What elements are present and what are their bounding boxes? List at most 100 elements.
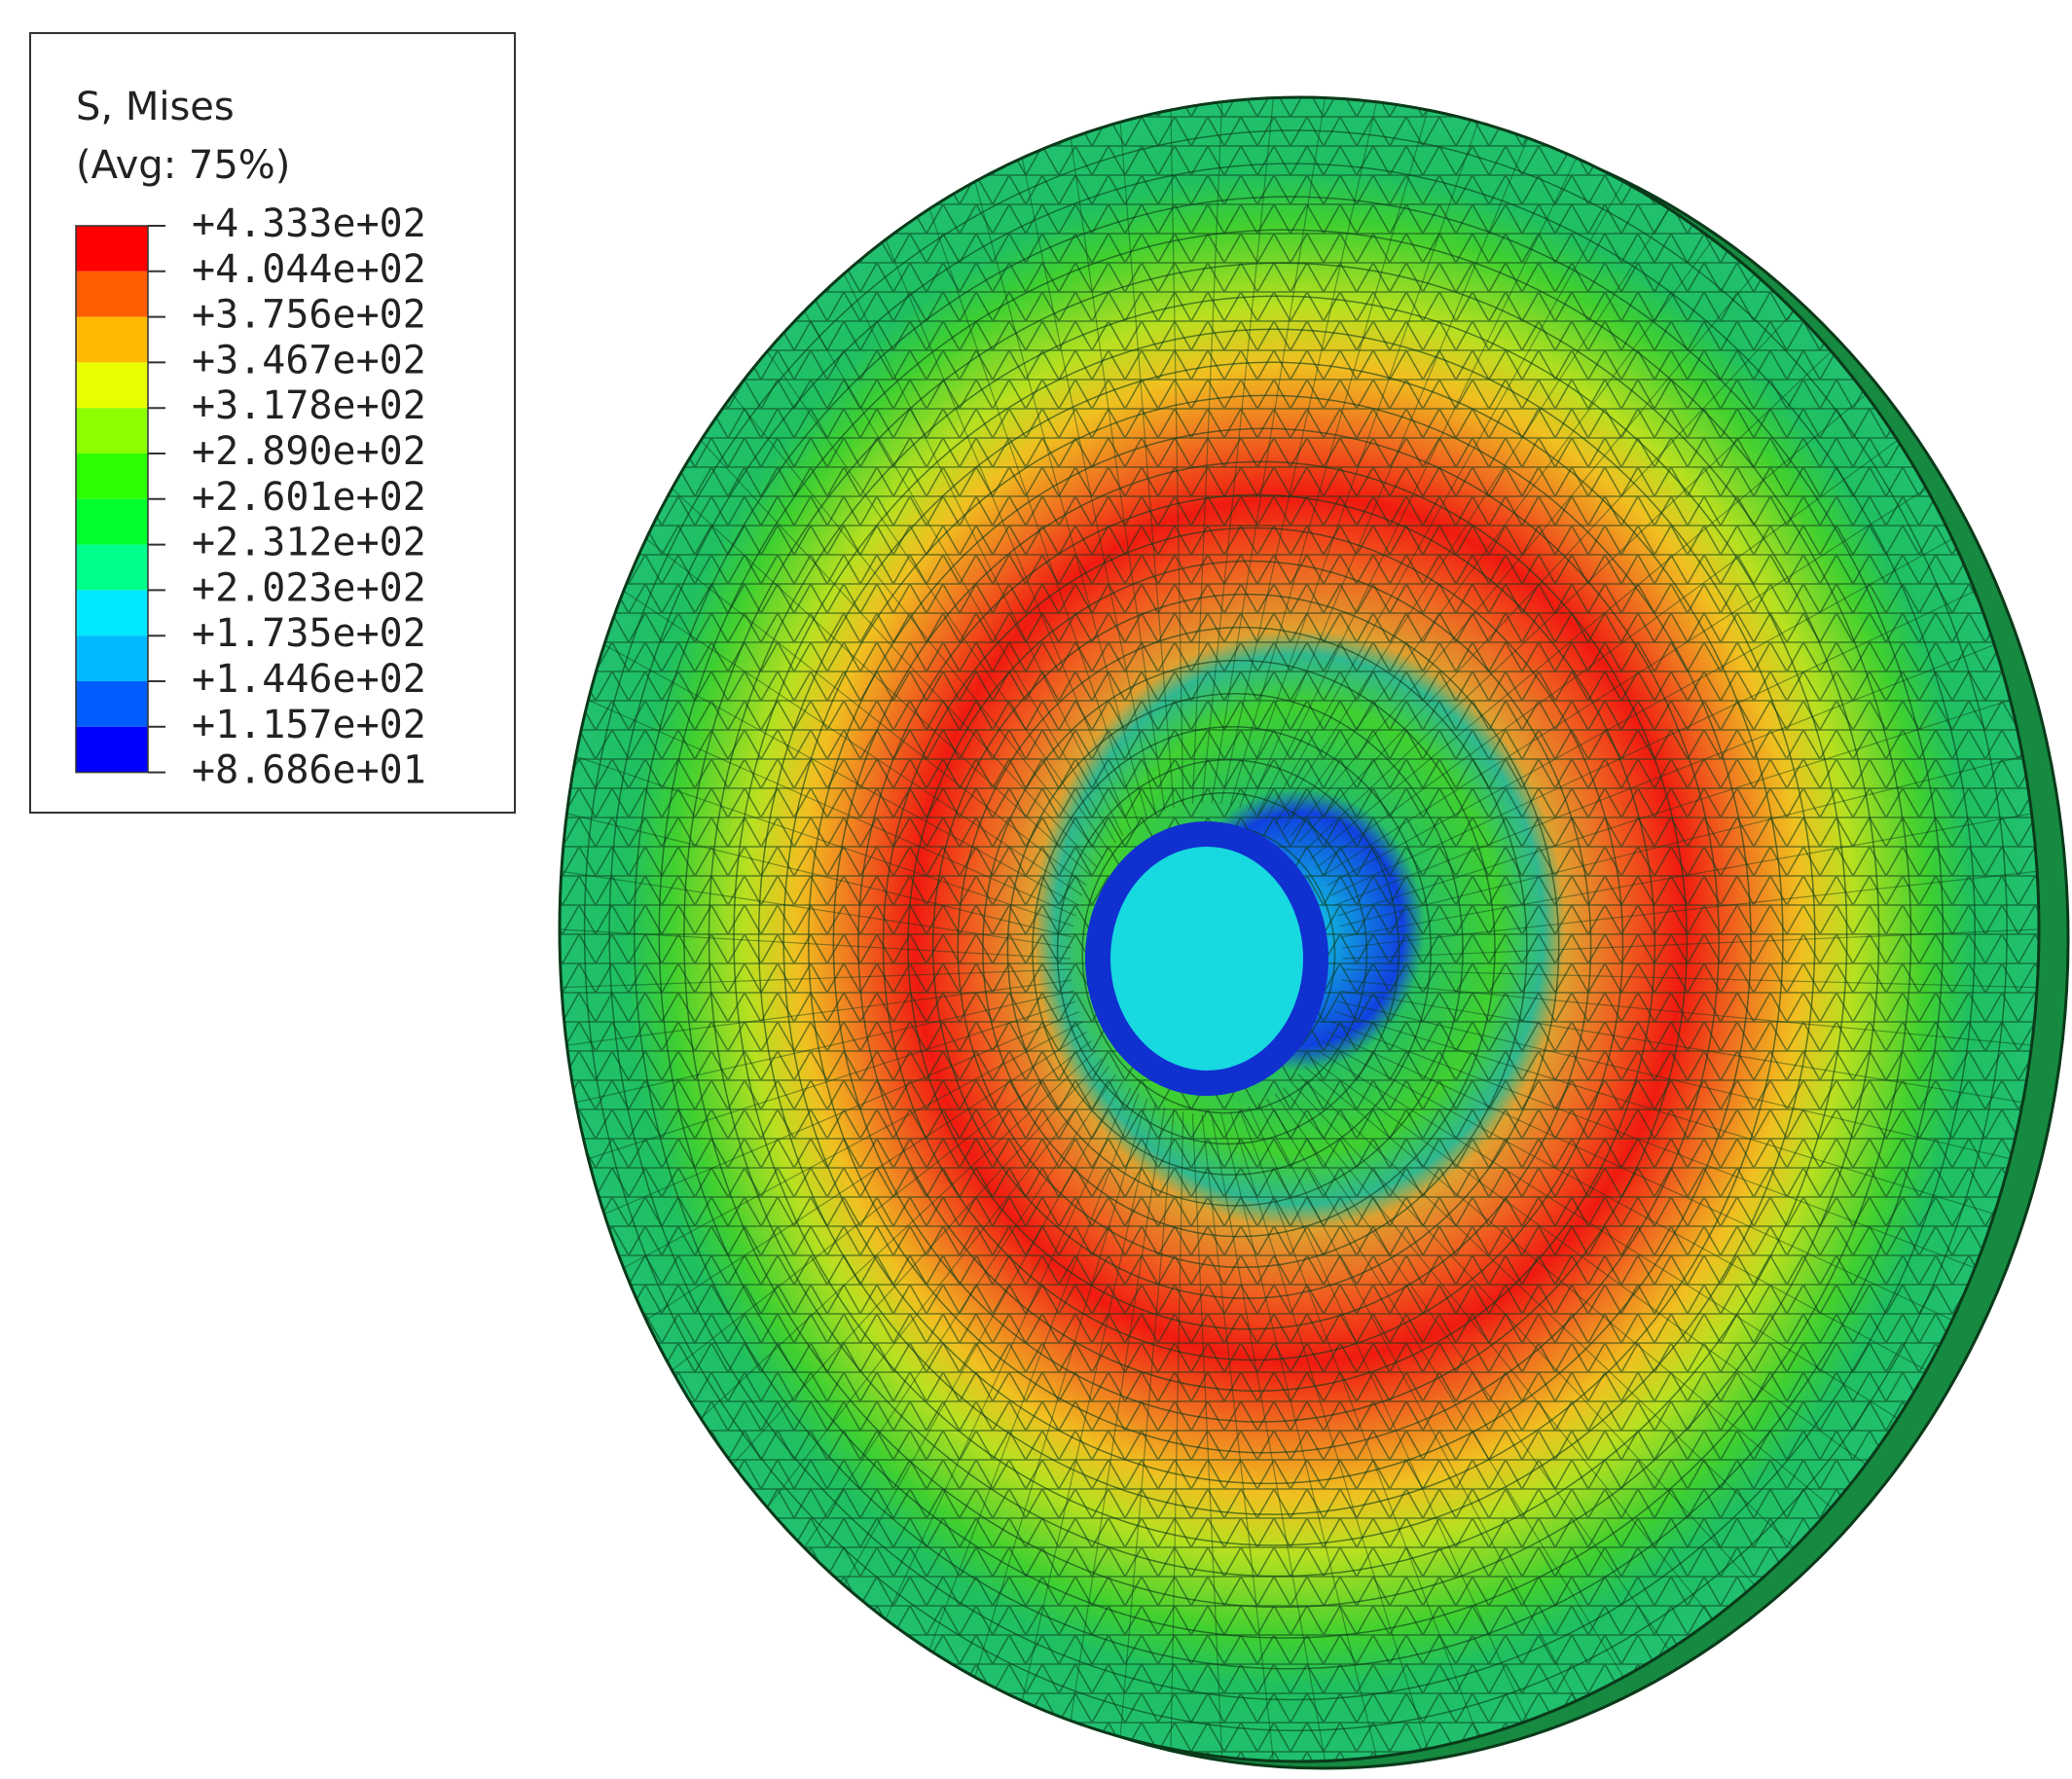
- mesh-spoke: [588, 699, 1076, 917]
- legend-swatch: [76, 681, 148, 727]
- legend-swatch: [76, 544, 148, 591]
- mesh-ring: [1006, 692, 1464, 1207]
- mesh-spoke: [1322, 1040, 1927, 1371]
- legend-label: +4.333e+02: [192, 201, 426, 246]
- mesh-spoke: [928, 208, 1140, 824]
- legend-title: S, Mises: [76, 85, 235, 129]
- mesh-ring: [907, 560, 1592, 1330]
- mesh-spoke: [1229, 1111, 1429, 1750]
- mesh-ring: [559, 96, 2040, 1762]
- mesh-ring: [808, 427, 1720, 1454]
- mesh-spoke: [1339, 990, 2023, 1104]
- mesh-spoke: [1342, 968, 2038, 989]
- mesh-spoke: [672, 488, 1092, 877]
- mesh-spoke: [1201, 1113, 1275, 1761]
- mesh-spoke: [566, 979, 1072, 1046]
- mesh-spoke: [1342, 870, 2038, 949]
- mesh-spoke: [559, 928, 1072, 960]
- mesh-spoke: [1334, 644, 1995, 906]
- mesh-spoke: [843, 272, 1124, 837]
- mesh-spoke: [1239, 1109, 1479, 1737]
- mesh-spoke: [1119, 122, 1175, 808]
- mesh-spoke: [1119, 1109, 1175, 1737]
- mesh-spoke: [885, 1087, 1132, 1620]
- mesh-spoke: [603, 1011, 1079, 1215]
- mesh-ring: [832, 460, 1689, 1423]
- mesh-spoke: [1211, 97, 1327, 804]
- mesh-spoke: [1220, 101, 1378, 805]
- mesh-spoke: [1341, 979, 2032, 1046]
- mesh-spoke: [885, 238, 1132, 830]
- mesh-spoke: [1265, 181, 1624, 819]
- mesh-spoke: [1191, 101, 1223, 804]
- mesh-spoke: [1334, 1011, 1995, 1216]
- mesh-spoke: [1265, 1098, 1624, 1678]
- mesh-spoke: [603, 644, 1079, 906]
- mesh-spoke: [645, 538, 1087, 887]
- mesh-spoke: [1304, 350, 1833, 852]
- mesh-spoke: [974, 1098, 1148, 1678]
- mesh-spoke: [1327, 538, 1953, 887]
- mesh-spoke: [1256, 157, 1578, 815]
- legend-swatch: [76, 726, 148, 773]
- mesh-spoke: [1330, 590, 1976, 896]
- hub: [1085, 821, 1328, 1096]
- legend-label: +1.157e+02: [192, 703, 426, 747]
- mesh-spoke: [1274, 1093, 1670, 1651]
- legend-label: +3.178e+02: [192, 383, 426, 428]
- mesh-spoke: [1170, 109, 1184, 806]
- mesh-ring: [633, 196, 1945, 1670]
- mesh-ring: [1081, 792, 1368, 1114]
- mesh-spoke: [575, 755, 1074, 927]
- mesh-spoke: [1239, 122, 1479, 808]
- legend-label: +2.890e+02: [192, 429, 426, 474]
- mesh-spoke: [1021, 158, 1157, 815]
- mesh-spoke: [1310, 1058, 1867, 1466]
- mesh-spoke: [766, 1066, 1109, 1508]
- mesh-ring: [608, 163, 1976, 1701]
- mesh-spoke: [561, 870, 1072, 949]
- mesh-spoke: [1290, 272, 1756, 837]
- legend-label: +2.312e+02: [192, 521, 426, 565]
- mesh-spoke: [1330, 1021, 1976, 1269]
- mesh-spoke: [1220, 1112, 1378, 1758]
- mesh-ring: [982, 659, 1496, 1238]
- mesh-spoke: [766, 350, 1109, 852]
- mesh-spoke: [1282, 1087, 1714, 1620]
- mesh-spoke: [672, 1040, 1092, 1371]
- mesh-spoke: [1256, 1103, 1578, 1702]
- mesh-spoke: [1339, 755, 2023, 927]
- legend-label: +3.467e+02: [192, 338, 426, 382]
- mesh-spoke: [1297, 1073, 1795, 1548]
- mesh-spoke: [700, 440, 1098, 868]
- mesh-spoke: [1322, 488, 1927, 877]
- mesh-spoke: [1327, 1031, 1953, 1321]
- mesh-ring: [583, 129, 2008, 1732]
- mesh-spoke: [1211, 1113, 1327, 1761]
- mesh-spoke: [928, 1093, 1140, 1651]
- legend: S, Mises (Avg: 75%) +4.333e+02+4.044e+02…: [29, 32, 516, 814]
- mesh-ring: [757, 361, 1784, 1515]
- legend-swatch: [76, 590, 148, 636]
- mesh-spoke: [700, 1049, 1098, 1419]
- mesh-spoke: [1070, 1107, 1166, 1722]
- legend-swatch: [76, 408, 148, 454]
- mesh-spoke: [561, 968, 1072, 989]
- mesh-spoke: [588, 1000, 1076, 1160]
- mesh-spoke: [1170, 1111, 1184, 1750]
- legend-label: +4.044e+02: [192, 247, 426, 292]
- mesh-spoke: [1248, 1106, 1529, 1722]
- mesh-ring: [931, 593, 1560, 1299]
- mesh-ring: [733, 328, 1816, 1546]
- mesh-spoke: [575, 990, 1074, 1104]
- mesh-ring: [1032, 725, 1432, 1176]
- mesh-spoke: [566, 813, 1072, 938]
- legend-swatch: [76, 454, 148, 499]
- mesh-spoke: [1290, 1080, 1756, 1586]
- legend-swatch: [76, 226, 148, 272]
- mesh-spoke: [803, 1073, 1116, 1548]
- model: [558, 95, 2070, 1770]
- mesh-spoke: [1201, 97, 1275, 804]
- mesh-ring: [882, 526, 1624, 1361]
